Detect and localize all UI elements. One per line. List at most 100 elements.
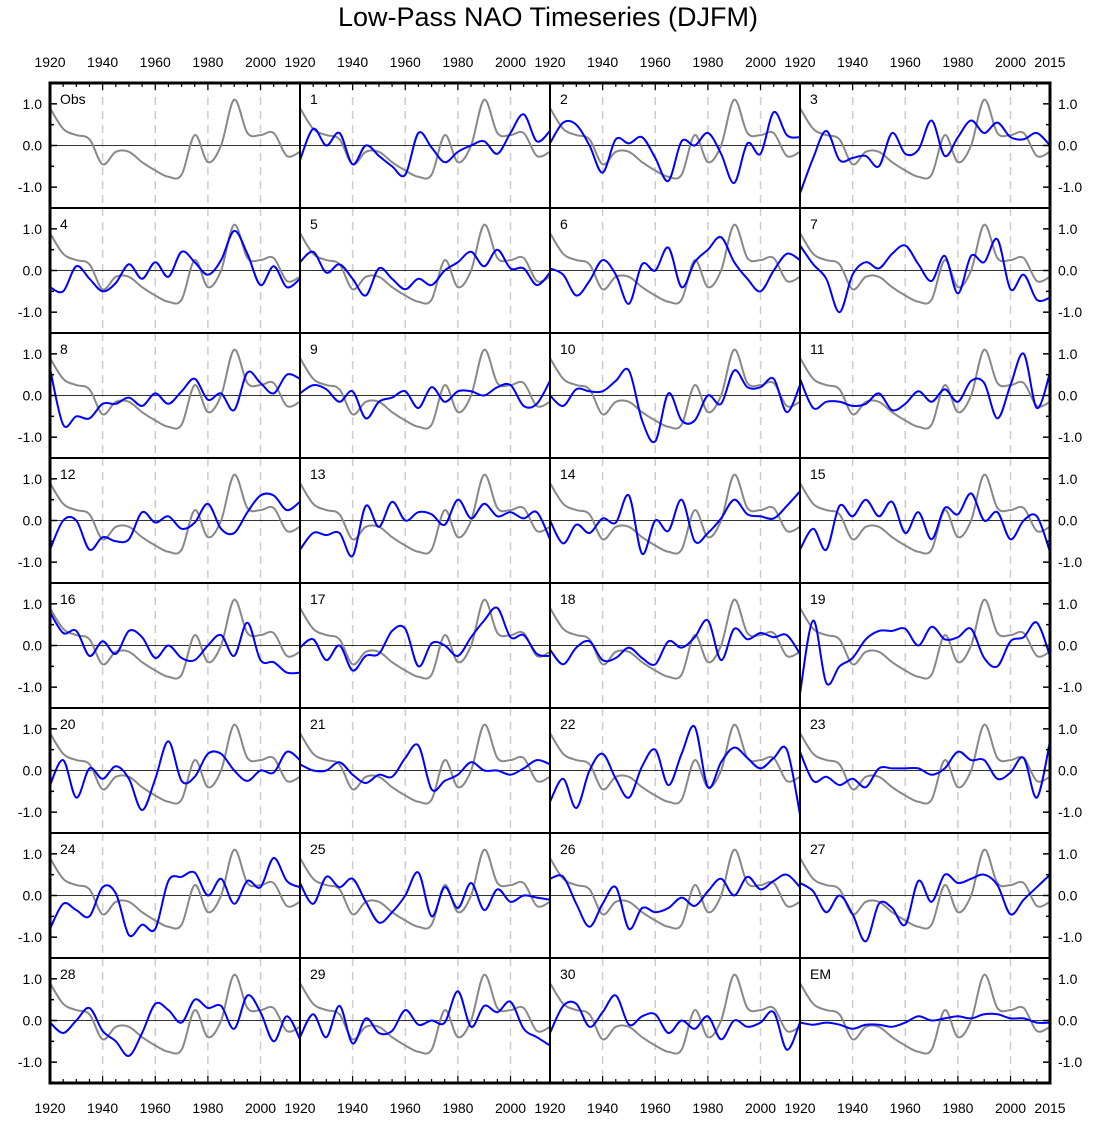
xtick-label-bottom: 1980 (692, 1100, 723, 1116)
xtick-label-bottom: 1920 (284, 1100, 315, 1116)
obs-series-line (299, 723, 551, 805)
obs-series-line (549, 973, 801, 1055)
xtick-label-bottom: 1920 (34, 1100, 65, 1116)
xtick-label-bottom: 2000 (745, 1100, 776, 1116)
ytick-label: 1.0 (23, 596, 43, 612)
ytick-label: -1.0 (18, 804, 42, 820)
member-series-line (299, 871, 551, 924)
ytick-label: 0.0 (23, 138, 43, 154)
panel-label: 7 (810, 216, 818, 232)
member-series-line (299, 743, 551, 792)
xtick-label-bottom: 1940 (87, 1100, 118, 1116)
member-series-line (299, 990, 551, 1047)
panel-label: 11 (810, 341, 825, 357)
ytick-label: -1.0 (18, 679, 42, 695)
obs-series-line (299, 973, 551, 1055)
panel-label: 16 (60, 591, 76, 607)
obs-series-line (799, 723, 1051, 805)
member-series-line (49, 229, 301, 294)
member-series-line (549, 724, 801, 815)
xtick-label-bottom: 1980 (442, 1100, 473, 1116)
xtick-label-bottom: 1940 (587, 1100, 618, 1116)
xtick-label-top: 1920 (534, 54, 565, 70)
ytick-label: 1.0 (1058, 346, 1078, 362)
ytick-label: 1.0 (1058, 96, 1078, 112)
xtick-label-bottom: 2015 (1034, 1100, 1065, 1116)
ytick-label: -1.0 (18, 429, 42, 445)
panel-label: 24 (60, 841, 76, 857)
ytick-label: 1.0 (1058, 221, 1078, 237)
obs-series-line (49, 723, 301, 805)
obs-series-line (49, 598, 301, 680)
member-series-line (49, 740, 301, 812)
panel-label: 5 (310, 216, 318, 232)
member-series-line (299, 606, 551, 672)
panel-label: Obs (60, 91, 86, 107)
xtick-label-top: 1920 (784, 54, 815, 70)
xtick-label-bottom: 1940 (337, 1100, 368, 1116)
xtick-label-top: 2000 (745, 54, 776, 70)
member-series-line (799, 119, 1051, 194)
ytick-label: 1.0 (23, 846, 43, 862)
xtick-label-bottom: 1920 (784, 1100, 815, 1116)
xtick-label-top: 1960 (890, 54, 921, 70)
ytick-label: 0.0 (23, 763, 43, 779)
panel-label: 23 (810, 716, 826, 732)
panel-label: 8 (60, 341, 68, 357)
obs-series-line (49, 223, 301, 305)
ytick-label: 0.0 (23, 388, 43, 404)
panel-label: 3 (810, 91, 818, 107)
panel-label: 29 (310, 966, 326, 982)
xtick-label-top: 1980 (442, 54, 473, 70)
panel-label: 2 (560, 91, 568, 107)
ytick-label: 0.0 (1058, 388, 1078, 404)
obs-series-line (549, 598, 801, 680)
obs-series-line (549, 348, 801, 430)
ytick-label: 1.0 (23, 721, 43, 737)
ytick-label: -1.0 (1058, 804, 1082, 820)
ytick-label: 0.0 (23, 638, 43, 654)
member-series-line (799, 237, 1051, 314)
panel-label: 10 (560, 341, 576, 357)
ytick-label: -1.0 (18, 554, 42, 570)
panel-label: 4 (60, 216, 68, 232)
ytick-label: -1.0 (1058, 429, 1082, 445)
xtick-label-top: 1940 (587, 54, 618, 70)
obs-series-line (49, 848, 301, 930)
xtick-label-top: 1980 (192, 54, 223, 70)
xtick-label-top: 2000 (495, 54, 526, 70)
obs-series-line (799, 473, 1051, 555)
chart-title: Low-Pass NAO Timeseries (DJFM) (337, 2, 759, 32)
obs-series-line (549, 98, 801, 180)
obs-series-line (799, 223, 1051, 305)
panel-label: 26 (560, 841, 576, 857)
ytick-label: -1.0 (18, 1054, 42, 1070)
obs-series-line (799, 598, 1051, 680)
panel-label: 1 (310, 91, 318, 107)
xtick-label-top: 2000 (995, 54, 1026, 70)
xtick-label-top: 2000 (245, 54, 276, 70)
xtick-label-bottom: 2000 (995, 1100, 1026, 1116)
ytick-label: -1.0 (18, 179, 42, 195)
xtick-label-bottom: 1960 (140, 1100, 171, 1116)
xtick-label-top: 1940 (337, 54, 368, 70)
obs-series-line (49, 473, 301, 555)
ytick-label: -1.0 (1058, 679, 1082, 695)
member-series-line (799, 492, 1051, 553)
ytick-label: 0.0 (23, 1013, 43, 1029)
panel-label: 14 (560, 466, 576, 482)
ytick-label: 1.0 (23, 221, 43, 237)
obs-series-line (49, 348, 301, 430)
panel-label: 15 (810, 466, 826, 482)
ytick-label: 0.0 (1058, 263, 1078, 279)
ytick-label: 0.0 (23, 888, 43, 904)
panel-label: 20 (60, 716, 76, 732)
panel-label: 28 (60, 966, 76, 982)
xtick-label-bottom: 1960 (640, 1100, 671, 1116)
ytick-label: 1.0 (23, 346, 43, 362)
xtick-label-top: 1960 (640, 54, 671, 70)
ytick-label: 0.0 (1058, 638, 1078, 654)
member-series-line (549, 490, 801, 555)
ytick-label: 0.0 (23, 513, 43, 529)
ytick-label: 0.0 (1058, 138, 1078, 154)
